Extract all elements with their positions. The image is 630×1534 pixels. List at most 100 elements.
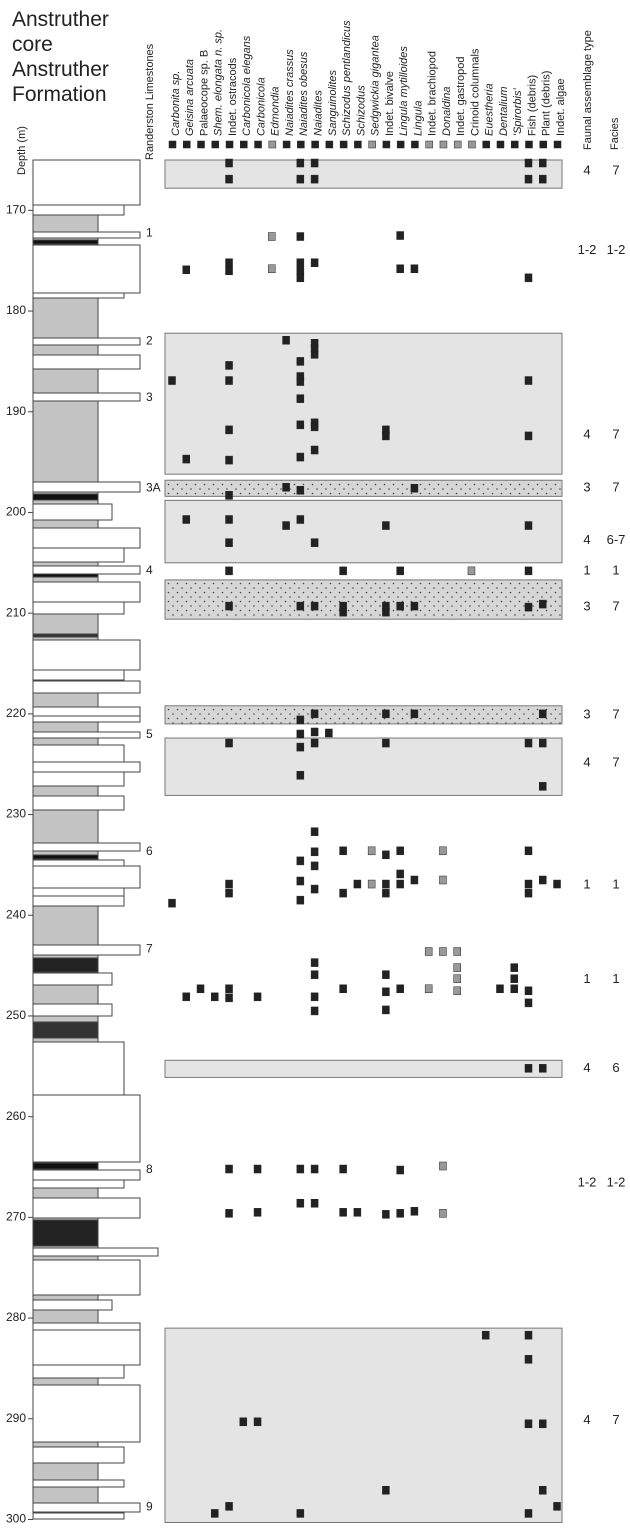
legend-swatch <box>411 140 419 149</box>
occurrence <box>439 1161 447 1171</box>
assemblage-type: 4 <box>583 1412 590 1427</box>
occurrence <box>253 992 262 1002</box>
occurrence <box>310 174 319 184</box>
legend-swatch <box>268 140 277 149</box>
taxon-header: Carbonita sp. <box>170 71 182 136</box>
occurrence <box>524 273 533 283</box>
occurrence <box>367 846 376 856</box>
occurrence <box>539 782 547 791</box>
occurrence <box>225 491 233 500</box>
interval-box <box>164 479 563 497</box>
facies: 1-2 <box>607 242 626 257</box>
occurrence <box>396 879 404 889</box>
occurrence <box>339 566 347 576</box>
occurrence <box>282 521 290 530</box>
taxon-header: Sedgwickia gigantea <box>370 35 382 136</box>
occurrence <box>296 601 305 611</box>
assemblage-type: 4 <box>583 755 590 770</box>
occurrence <box>268 232 276 241</box>
facies: 7 <box>612 599 619 614</box>
occurrence <box>310 158 319 168</box>
occurrence <box>524 174 533 184</box>
facies: 6-7 <box>607 532 626 547</box>
occurrence <box>410 264 419 274</box>
occurrence <box>382 1210 390 1219</box>
occurrence <box>553 1502 561 1511</box>
taxon-header: Dentalium <box>498 86 510 136</box>
legend-swatch <box>525 140 533 149</box>
taxon-header: Carbonicola <box>255 77 267 136</box>
taxon-header: Palaeocope sp. B <box>198 50 210 136</box>
occurrence <box>225 258 233 267</box>
occurrence <box>296 515 305 524</box>
occurrence <box>396 601 404 611</box>
assemblage-type: 1 <box>583 562 590 577</box>
occurrence <box>539 599 547 609</box>
limestone-label: 4 <box>146 563 153 577</box>
taxon-header: 'Spirorbis' <box>512 87 524 136</box>
title-line: Anstruther <box>12 8 109 31</box>
occurrence <box>225 376 233 385</box>
legend-swatch <box>254 140 262 149</box>
occurrence <box>382 879 390 889</box>
occurrence <box>225 425 233 435</box>
facies: 1-2 <box>607 1175 626 1190</box>
occurrence <box>225 888 233 898</box>
occurrence <box>296 729 305 739</box>
taxon-header: Shem. elongata n. sp. <box>213 29 225 136</box>
limestone-label: 1 <box>146 226 153 240</box>
depth-tick-label: 180 <box>6 303 26 317</box>
limestones-header: Randerston Limestones <box>144 43 156 160</box>
occurrence <box>310 827 319 836</box>
taxon-header: Sanguinolites <box>327 69 339 136</box>
occurrence <box>539 158 547 168</box>
depth-tick-label: 270 <box>6 1210 26 1224</box>
occurrence <box>524 158 533 168</box>
occurrence <box>182 992 191 1002</box>
occurrence <box>225 566 233 576</box>
occurrence <box>310 738 319 748</box>
occurrence <box>396 846 404 856</box>
assemblage-type: 1-2 <box>578 1175 597 1190</box>
occurrence <box>182 454 191 464</box>
limestone-label: 8 <box>146 1162 153 1176</box>
legend-swatch <box>368 140 376 149</box>
occurrence <box>310 992 319 1002</box>
occurrence <box>310 958 319 967</box>
occurrence <box>396 869 404 879</box>
occurrence <box>225 174 233 184</box>
facies: 1 <box>612 876 619 891</box>
occurrence <box>396 1165 404 1175</box>
occurrence <box>382 738 390 748</box>
interval-box <box>164 499 563 564</box>
occurrence <box>168 898 176 908</box>
taxon-header: Indet. ostracods <box>227 57 239 136</box>
occurrence <box>296 486 305 495</box>
occurrence <box>524 1419 533 1429</box>
legend-swatch <box>453 140 462 149</box>
legend-swatch <box>396 140 405 149</box>
taxon-header: Carbonicola elegans <box>241 35 253 136</box>
assemblage-type: 4 <box>583 163 590 178</box>
facies: 6 <box>612 1060 619 1075</box>
occurrence <box>211 992 219 1002</box>
occurrence <box>524 888 533 898</box>
occurrence <box>353 1208 362 1217</box>
occurrence <box>339 607 347 617</box>
occurrence <box>310 847 319 857</box>
facies-header: Facies <box>609 117 621 150</box>
occurrence <box>453 963 461 972</box>
occurrence <box>424 947 433 956</box>
taxon-header: Indet. bivalve <box>384 71 396 136</box>
occurrence <box>396 231 404 240</box>
depth-tick-label: 170 <box>6 203 26 217</box>
occurrence <box>539 709 547 719</box>
taxon-header: Naiadites crassus <box>284 49 296 136</box>
legend-swatch <box>240 140 248 149</box>
occurrence <box>239 1417 248 1427</box>
taxon-header: Naiadites <box>313 90 325 136</box>
occurrence <box>225 515 233 524</box>
taxon-header: Schizodus <box>355 85 367 136</box>
occurrence <box>467 566 476 576</box>
occurrence <box>296 420 305 430</box>
